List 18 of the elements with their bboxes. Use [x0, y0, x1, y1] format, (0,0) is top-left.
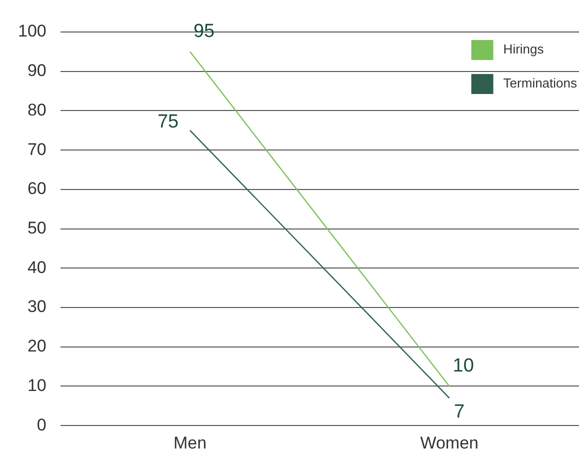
y-tick-label: 10 — [27, 376, 46, 395]
legend-label: Terminations — [503, 76, 578, 91]
x-tick-label: Men — [173, 433, 207, 452]
y-tick-label: 100 — [18, 22, 46, 41]
y-tick-label: 80 — [27, 100, 46, 120]
y-tick-label: 70 — [27, 140, 46, 159]
data-label: 10 — [452, 355, 474, 376]
y-tick-label: 40 — [27, 258, 46, 277]
y-tick-label: 0 — [36, 415, 46, 434]
data-label: 75 — [157, 112, 179, 133]
data-label: 7 — [454, 401, 465, 422]
legend-label: Hirings — [503, 42, 544, 57]
y-tick-label: 30 — [27, 297, 46, 316]
y-tick-label: 60 — [27, 179, 46, 198]
y-tick-label: 20 — [27, 336, 46, 356]
y-tick-label: 90 — [27, 61, 46, 80]
x-tick-label: Women — [420, 433, 478, 452]
y-tick-label: 50 — [27, 218, 46, 238]
